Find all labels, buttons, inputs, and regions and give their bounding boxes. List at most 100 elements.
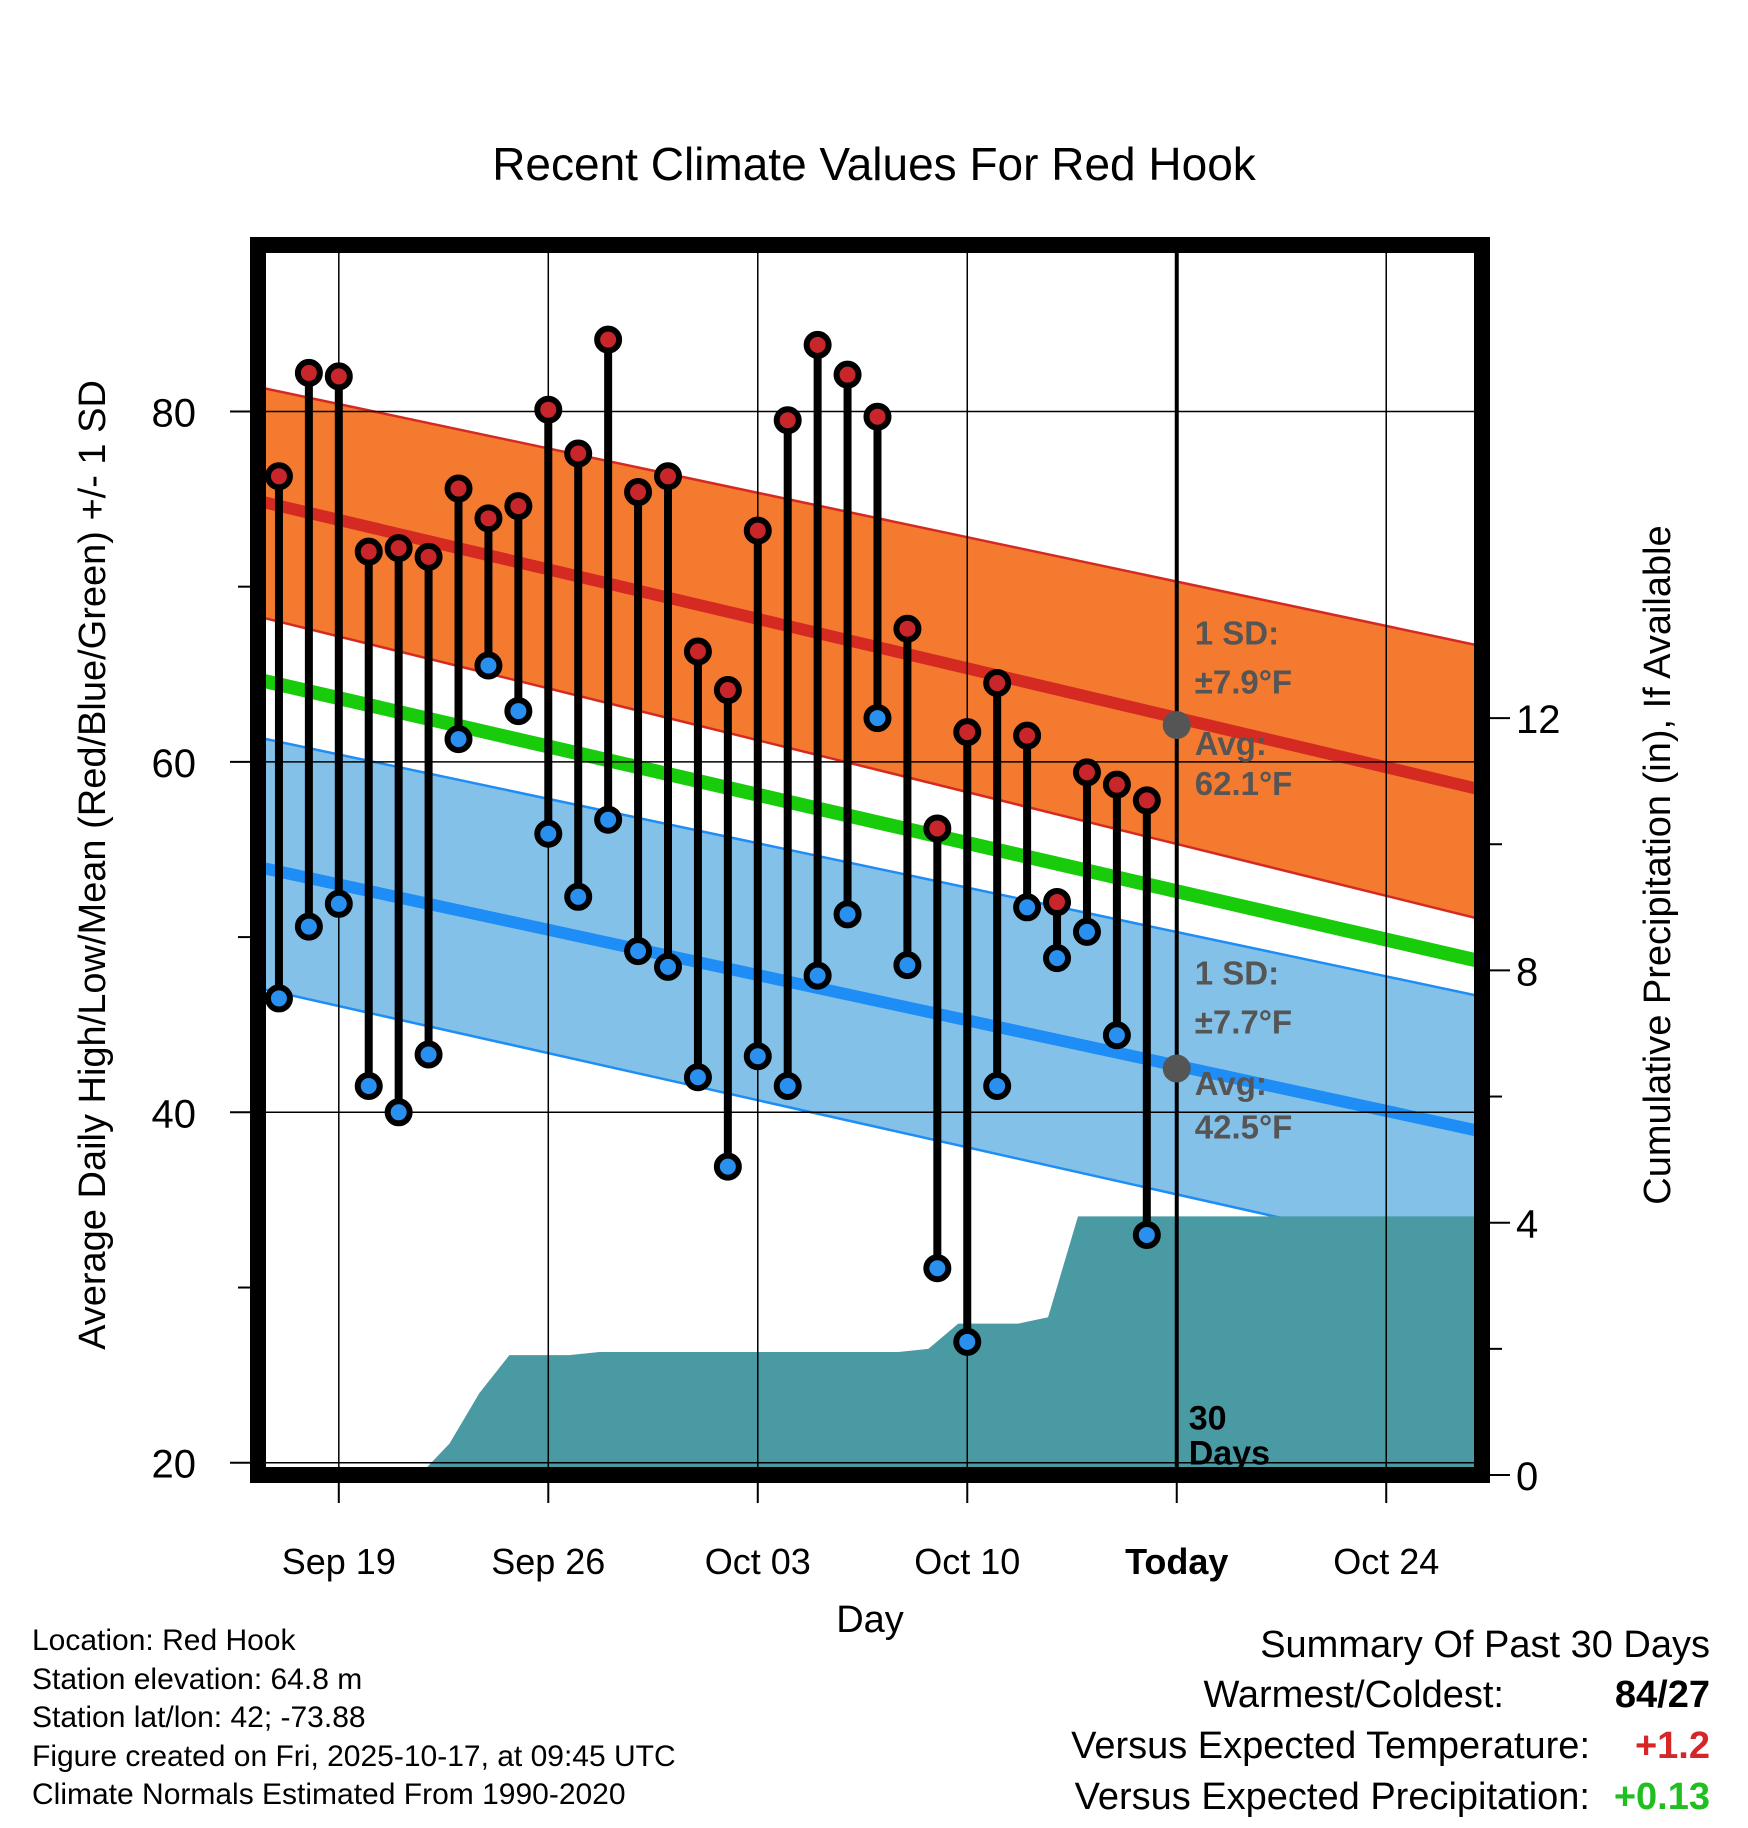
high-dot bbox=[264, 462, 293, 491]
summary-panel: Summary Of Past 30 Days Warmest/Coldest:… bbox=[810, 1620, 1710, 1823]
high-dot bbox=[534, 395, 563, 424]
high-dot bbox=[833, 360, 862, 389]
low-dot bbox=[324, 889, 353, 918]
low-dot bbox=[743, 1042, 772, 1071]
high-dot bbox=[683, 637, 712, 666]
high-dot bbox=[863, 402, 892, 431]
x-tick-label: Sep 26 bbox=[491, 1541, 605, 1582]
warmest-row: Warmest/Coldest: 84/27 bbox=[810, 1670, 1710, 1721]
low-dot bbox=[1132, 1220, 1161, 1249]
high-dot bbox=[444, 474, 473, 503]
low-dot bbox=[414, 1040, 443, 1069]
low-dot bbox=[833, 900, 862, 929]
plot-frame bbox=[250, 237, 1490, 1483]
low-dot bbox=[1102, 1021, 1131, 1050]
low-dot bbox=[504, 697, 533, 726]
x-tick-label: Today bbox=[1125, 1541, 1228, 1582]
low-dot bbox=[953, 1327, 982, 1356]
elevation-text: Station elevation: 64.8 m bbox=[32, 1662, 363, 1696]
low-dot bbox=[803, 961, 832, 990]
y2-tick-label: 8 bbox=[1516, 950, 1538, 994]
high-dot bbox=[564, 439, 593, 468]
low-dot bbox=[534, 819, 563, 848]
high-dot bbox=[803, 330, 832, 359]
plot-area bbox=[258, 245, 1482, 1475]
high-dot bbox=[504, 492, 533, 521]
low-dot bbox=[923, 1254, 952, 1283]
high-sd-value: ±7.9°F bbox=[1195, 664, 1292, 701]
low-dot bbox=[683, 1063, 712, 1092]
low-sd-band-upper-edge bbox=[258, 736, 1482, 998]
normals-text: Climate Normals Estimated From 1990-2020 bbox=[32, 1778, 626, 1811]
x-axis-label: Day bbox=[836, 1599, 904, 1641]
high-dot bbox=[923, 814, 952, 843]
station-info: Location: Red Hook Station elevation: 64… bbox=[32, 1622, 676, 1815]
warmest-value: 84/27 bbox=[1614, 1674, 1710, 1716]
x-tick-label: Oct 03 bbox=[705, 1541, 811, 1582]
low-dot bbox=[354, 1072, 383, 1101]
low-dot bbox=[863, 704, 892, 733]
low-dot bbox=[1072, 917, 1101, 946]
warmest-label: Warmest/Coldest: bbox=[1203, 1674, 1504, 1716]
high-dot bbox=[653, 462, 682, 491]
low-dot bbox=[624, 937, 653, 966]
temp-row: Versus Expected Temperature: +1.2 bbox=[810, 1721, 1710, 1772]
y2-tick-label: 0 bbox=[1516, 1455, 1538, 1499]
y2-axis-label: Cumulative Precipitation (in), If Availa… bbox=[1637, 525, 1679, 1204]
high-dot bbox=[354, 537, 383, 566]
high-dot bbox=[1102, 770, 1131, 799]
high-avg-value: 62.1°F bbox=[1195, 765, 1293, 802]
y2-tick-label: 4 bbox=[1516, 1203, 1538, 1247]
low-dot bbox=[564, 882, 593, 911]
low-avg-marker bbox=[1162, 1054, 1191, 1083]
low-normal-line bbox=[258, 861, 1482, 1138]
low-dot bbox=[773, 1072, 802, 1101]
low-dot bbox=[713, 1152, 742, 1181]
low-dot bbox=[264, 984, 293, 1013]
high-sd-label: 1 SD: bbox=[1195, 614, 1279, 651]
high-dot bbox=[1072, 758, 1101, 787]
high-dot bbox=[1013, 721, 1042, 750]
low-avg-label: Avg: bbox=[1195, 1065, 1267, 1102]
high-dot bbox=[474, 504, 503, 533]
location-text: Location: Red Hook bbox=[32, 1624, 296, 1657]
low-dot bbox=[384, 1098, 413, 1127]
low-dot bbox=[653, 952, 682, 981]
low-dot bbox=[594, 805, 623, 834]
high-dot bbox=[713, 676, 742, 705]
y2-tick-label: 12 bbox=[1516, 698, 1561, 742]
low-dot bbox=[294, 912, 323, 941]
low-dot bbox=[983, 1072, 1012, 1101]
low-dot bbox=[474, 651, 503, 680]
high-dot bbox=[773, 406, 802, 435]
high-dot bbox=[624, 478, 653, 507]
low-dot bbox=[1043, 944, 1072, 973]
latlon-text: Station lat/lon: 42; -73.88 bbox=[32, 1701, 366, 1734]
temp-label: Versus Expected Temperature: bbox=[1071, 1725, 1590, 1767]
high-dot bbox=[414, 542, 443, 571]
high-dot bbox=[1043, 888, 1072, 917]
x-tick-label: Sep 19 bbox=[282, 1541, 396, 1582]
precip-value: +0.13 bbox=[1613, 1776, 1710, 1818]
high-dot bbox=[953, 718, 982, 747]
today-days-word: Days bbox=[1189, 1434, 1270, 1472]
precip-label: Versus Expected Precipitation: bbox=[1074, 1776, 1590, 1818]
chart-title: Recent Climate Values For Red Hook bbox=[492, 138, 1257, 190]
low-dot bbox=[893, 951, 922, 980]
x-tick-label: Oct 24 bbox=[1333, 1541, 1439, 1582]
high-dot bbox=[294, 358, 323, 387]
high-dot bbox=[594, 325, 623, 354]
precip-area bbox=[258, 1216, 1482, 1475]
high-dot bbox=[743, 516, 772, 545]
today-days-number: 30 bbox=[1189, 1399, 1227, 1437]
temp-value: +1.2 bbox=[1634, 1725, 1710, 1767]
high-dot bbox=[983, 669, 1012, 698]
high-dot bbox=[384, 534, 413, 563]
precip-row: Versus Expected Precipitation: +0.13 bbox=[810, 1772, 1710, 1823]
y-tick-label: 80 bbox=[152, 391, 197, 435]
high-dot bbox=[324, 362, 353, 391]
high-sd-band-upper-edge bbox=[258, 385, 1482, 648]
created-text: Figure created on Fri, 2025-10-17, at 09… bbox=[32, 1739, 676, 1773]
x-tick-label: Oct 10 bbox=[914, 1541, 1020, 1582]
